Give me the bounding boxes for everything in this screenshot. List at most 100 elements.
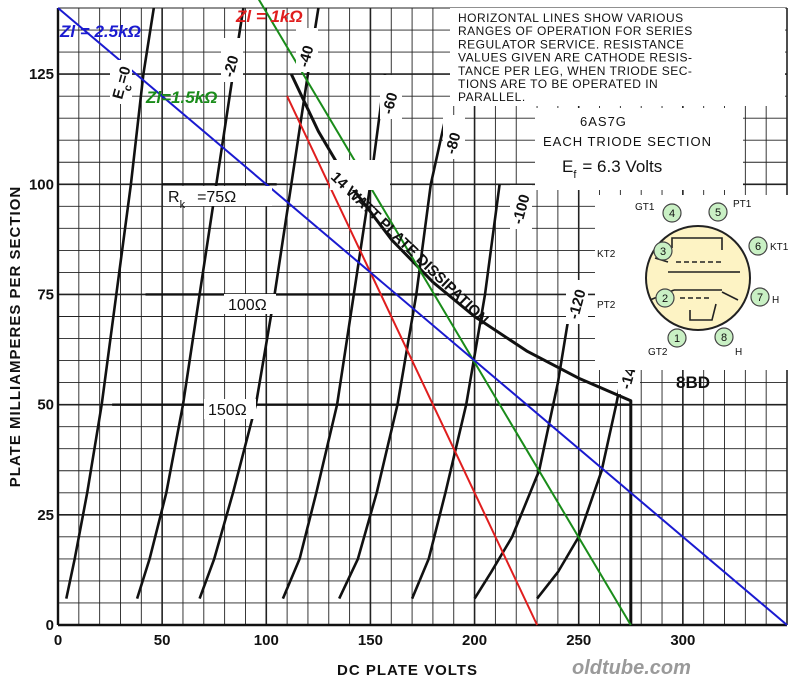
pin-circle bbox=[662, 203, 682, 223]
x-tick-label: 200 bbox=[462, 632, 487, 649]
tube-info: 6AS7G EACH TRIODE SECTION Ef = 6.3 Volts bbox=[535, 108, 743, 190]
bias-curves bbox=[65, 7, 628, 600]
note-panel-bg bbox=[450, 8, 785, 106]
bias-curve bbox=[410, 184, 501, 600]
bias-label-bg bbox=[221, 38, 243, 82]
basing-code: 8BD bbox=[676, 373, 710, 392]
y-tick-label: 75 bbox=[37, 286, 54, 303]
y-axis-title: PLATE MILLIAMPERES PER SECTION bbox=[7, 186, 24, 487]
pin-number: 2 bbox=[662, 293, 668, 305]
note-line: TIONS ARE TO BE OPERATED IN bbox=[458, 77, 658, 91]
bias-curve-label-rest: =0 bbox=[114, 65, 135, 86]
bias-label-bg bbox=[510, 185, 532, 229]
pin-number: 4 bbox=[669, 208, 675, 220]
x-tick-label: 0 bbox=[54, 632, 62, 649]
bias-label-bg bbox=[380, 75, 402, 119]
load-line bbox=[257, 0, 632, 626]
regulator-range-label: 100Ω bbox=[228, 297, 267, 314]
pin-name: GT1 bbox=[635, 202, 655, 213]
bias-curve bbox=[198, 7, 320, 600]
load-line bbox=[57, 7, 788, 626]
range-label-rest: =75Ω bbox=[197, 189, 236, 206]
pin-circle bbox=[655, 288, 675, 308]
bias-curve bbox=[65, 7, 156, 599]
pin-circle bbox=[714, 327, 734, 347]
tube-info-bg bbox=[535, 108, 743, 190]
watermark: oldtube.com bbox=[572, 657, 691, 679]
pin-circle bbox=[750, 287, 770, 307]
pin-name: PT1 bbox=[733, 199, 752, 210]
x-tick-label: 300 bbox=[670, 632, 695, 649]
load-line-label: Zl = 1kΩ bbox=[235, 7, 303, 26]
range-label-sub: k bbox=[180, 199, 186, 211]
bias-curve bbox=[536, 351, 628, 600]
x-tick-label: 250 bbox=[566, 632, 591, 649]
pin-number: 3 bbox=[660, 246, 666, 258]
bias-curve-label: -60 bbox=[379, 91, 401, 116]
pin-number: 1 bbox=[674, 333, 680, 345]
note-line: VALUES GIVEN ARE CATHODE RESIS- bbox=[458, 51, 692, 65]
regulator-ranges bbox=[112, 183, 631, 406]
pin-number: 5 bbox=[715, 207, 721, 219]
pin-number: 6 bbox=[755, 241, 761, 253]
load-line-label: Zl = 2.5kΩ bbox=[59, 22, 141, 41]
range-label-bg bbox=[204, 399, 256, 419]
pin-name: KT2 bbox=[597, 249, 616, 260]
y-tick-label: 125 bbox=[29, 66, 54, 83]
bias-label-bg bbox=[110, 60, 132, 104]
bias-curve-label-sub: c bbox=[122, 84, 135, 93]
x-tick-label: 100 bbox=[254, 632, 279, 649]
dissipation-label-bg bbox=[330, 160, 390, 190]
range-label-bg bbox=[164, 186, 272, 206]
y-tick-label: 50 bbox=[37, 397, 54, 414]
pin-circle bbox=[708, 202, 728, 222]
note-line: PARALLEL. bbox=[458, 90, 526, 104]
bias-curve-label: -20 bbox=[220, 54, 242, 79]
pin-name: KT1 bbox=[770, 242, 789, 253]
tube-type: 6AS7G bbox=[580, 114, 627, 129]
bias-label-bg bbox=[296, 28, 318, 72]
x-axis-title: DC PLATE VOLTS bbox=[337, 662, 478, 679]
bias-curve-label: -40 bbox=[295, 44, 317, 69]
load-line bbox=[286, 95, 539, 626]
note-line: RANGES OF OPERATION FOR SERIES bbox=[458, 24, 693, 38]
bias-curve bbox=[473, 280, 576, 600]
y-tick-label: 0 bbox=[46, 617, 54, 634]
x-tick-label: 50 bbox=[154, 632, 171, 649]
regulator-range-label: Rk =75Ω bbox=[168, 189, 236, 211]
section-note: EACH TRIODE SECTION bbox=[543, 134, 712, 149]
pin-circle bbox=[653, 241, 673, 261]
pin-name: PT2 bbox=[597, 300, 616, 311]
bias-curve bbox=[135, 7, 245, 599]
y-tick-label: 25 bbox=[37, 507, 54, 524]
x-tick-label: 150 bbox=[358, 632, 383, 649]
chart-grid bbox=[57, 7, 788, 626]
bias-label-bg bbox=[443, 115, 465, 159]
bias-curve-label: -80 bbox=[442, 131, 464, 156]
range-label-bg bbox=[224, 294, 276, 314]
note-line: REGULATOR SERVICE. RESISTANCE bbox=[458, 37, 684, 51]
pin-name: H bbox=[772, 295, 779, 306]
dissipation-curve bbox=[289, 73, 633, 625]
note-line: TANCE PER LEG, WHEN TRIODE SEC- bbox=[458, 64, 692, 78]
note-line: HORIZONTAL LINES SHOW VARIOUS bbox=[458, 11, 684, 25]
regulator-range-label: 150Ω bbox=[208, 402, 247, 419]
bias-label-bg bbox=[566, 280, 588, 324]
pin-circle bbox=[667, 328, 687, 348]
pin-number: 8 bbox=[721, 332, 727, 344]
pin-number: 7 bbox=[757, 292, 763, 304]
load-line-label: Zl=1.5kΩ bbox=[145, 88, 217, 107]
dissipation-line bbox=[289, 73, 633, 625]
load-lines bbox=[57, 0, 788, 626]
y-tick-label: 100 bbox=[29, 176, 54, 193]
pin-name: H bbox=[735, 347, 742, 358]
pin-name: GT2 bbox=[648, 347, 668, 358]
pin-circle bbox=[748, 236, 768, 256]
heater-voltage: Ef = 6.3 Volts bbox=[562, 157, 662, 181]
